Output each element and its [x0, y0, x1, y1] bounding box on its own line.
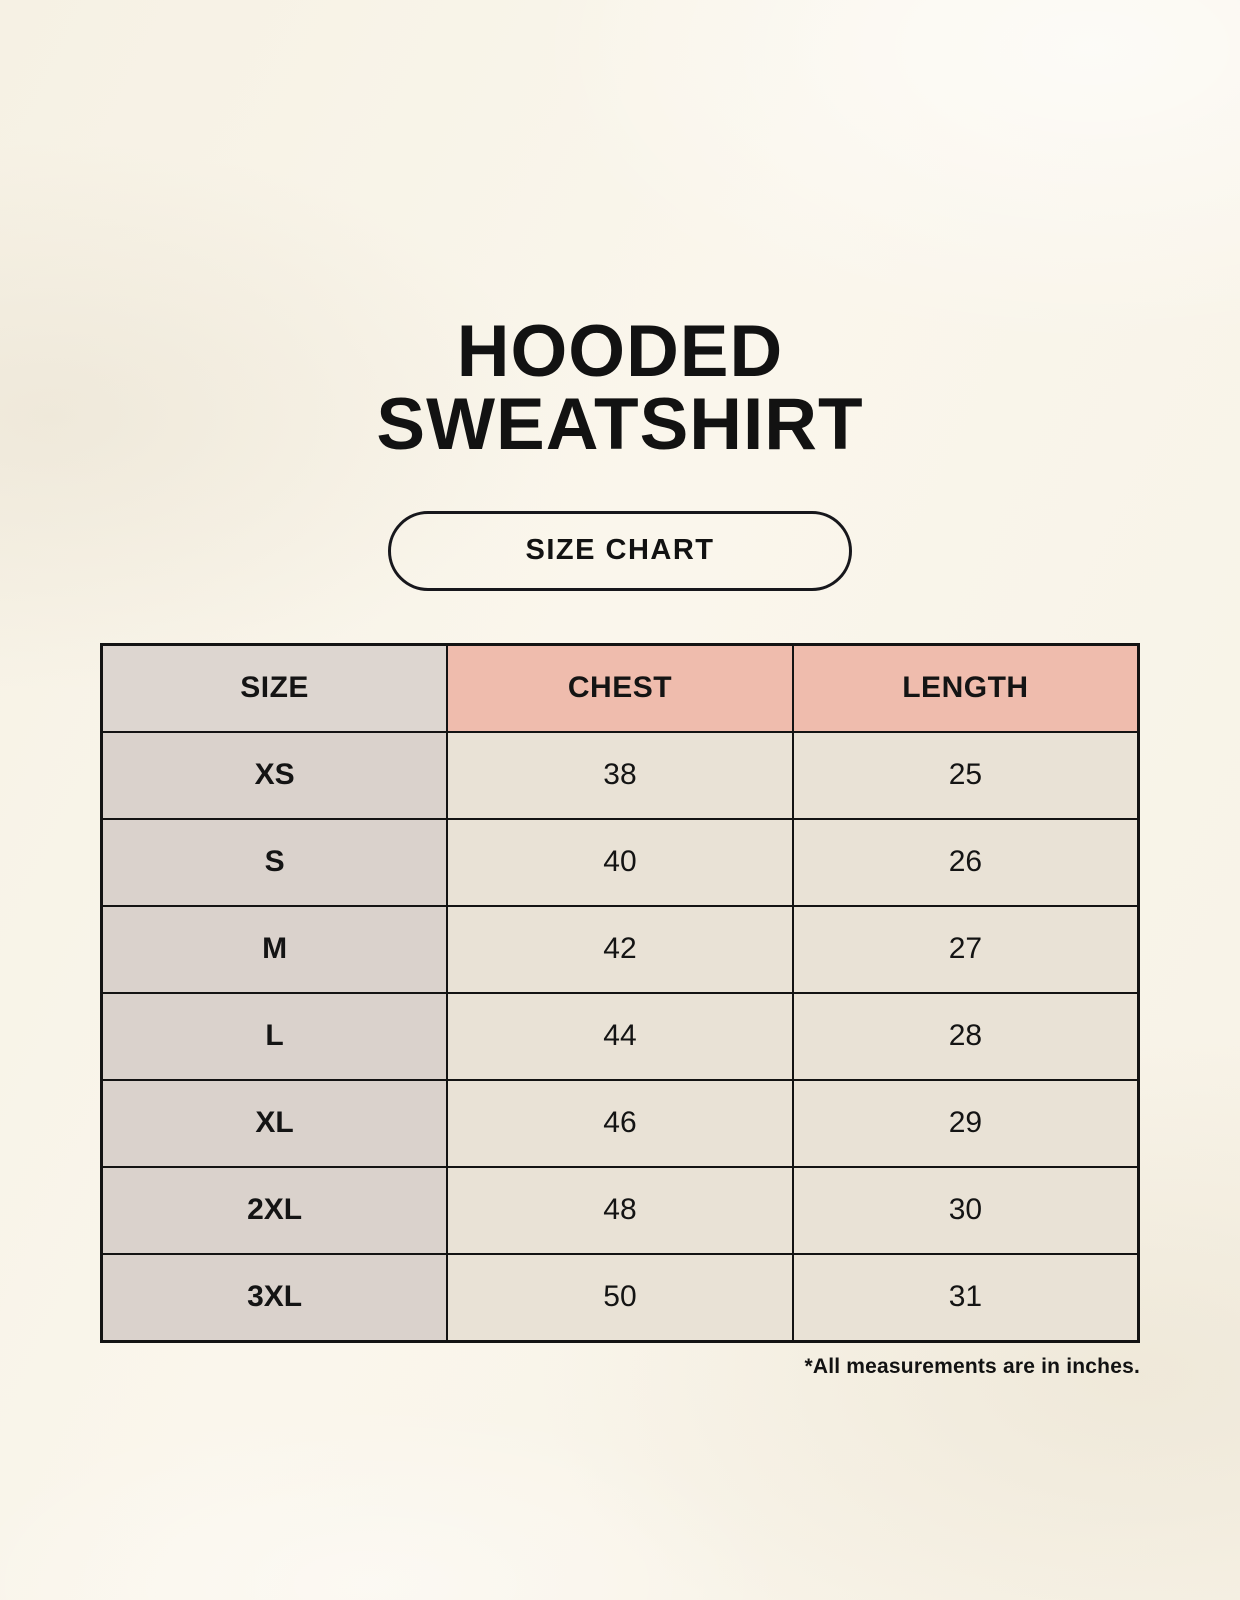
- header-row: SIZE CHEST LENGTH: [100, 643, 1140, 733]
- length-cell: 25: [791, 730, 1140, 820]
- size-cell: XL: [100, 1078, 449, 1168]
- size-chart-badge: SIZE CHART: [388, 510, 852, 591]
- table-row: 3XL 50 31: [100, 1252, 1140, 1343]
- header-size: SIZE: [100, 643, 449, 733]
- chest-cell: 50: [446, 1252, 794, 1343]
- table-row: 2XL 48 30: [100, 1165, 1140, 1255]
- page-title-line2: SWEATSHIRT: [376, 383, 864, 465]
- length-cell: 26: [791, 817, 1140, 907]
- length-cell: 27: [791, 904, 1140, 994]
- header-chest: CHEST: [446, 643, 794, 733]
- page-title-line1: HOODED: [456, 310, 784, 392]
- length-cell: 31: [791, 1252, 1140, 1343]
- size-table-container: SIZE CHEST LENGTH XS 38 25 S 40 26 M 42 27 L 44 28 X…: [100, 642, 1140, 1343]
- chest-cell: 44: [446, 991, 794, 1081]
- page-title: HOODED SWEATSHIRT: [0, 49, 1240, 461]
- measurements-footnote: *All measurements are in inches.: [804, 1354, 1140, 1378]
- table-row: M 42 27: [100, 904, 1140, 994]
- chest-cell: 46: [446, 1078, 794, 1168]
- size-cell: M: [100, 904, 449, 994]
- chest-cell: 38: [446, 730, 794, 820]
- size-cell: 2XL: [100, 1165, 449, 1255]
- size-cell: XS: [100, 730, 449, 820]
- length-cell: 28: [791, 991, 1140, 1081]
- length-cell: 30: [791, 1165, 1140, 1255]
- size-cell: L: [100, 991, 449, 1081]
- size-chart-badge-label: SIZE CHART: [525, 534, 715, 567]
- chest-cell: 42: [446, 904, 794, 994]
- size-table-header: SIZE CHEST LENGTH: [100, 643, 1140, 733]
- size-table-body: XS 38 25 S 40 26 M 42 27 L 44 28 XL 46 29 2XL 48 30 3XL 50 3…: [100, 730, 1140, 1343]
- length-cell: 29: [791, 1078, 1140, 1168]
- table-row: L 44 28: [100, 991, 1140, 1081]
- table-row: S 40 26: [100, 817, 1140, 907]
- table-row: XS 38 25: [100, 730, 1140, 820]
- table-row: XL 46 29: [100, 1078, 1140, 1168]
- size-table: SIZE CHEST LENGTH XS 38 25 S 40 26 M 42 27 L 44 28 X…: [100, 642, 1140, 1343]
- header-length: LENGTH: [791, 643, 1140, 733]
- size-cell: 3XL: [100, 1252, 449, 1343]
- chest-cell: 48: [446, 1165, 794, 1255]
- size-cell: S: [100, 817, 449, 907]
- chest-cell: 40: [446, 817, 794, 907]
